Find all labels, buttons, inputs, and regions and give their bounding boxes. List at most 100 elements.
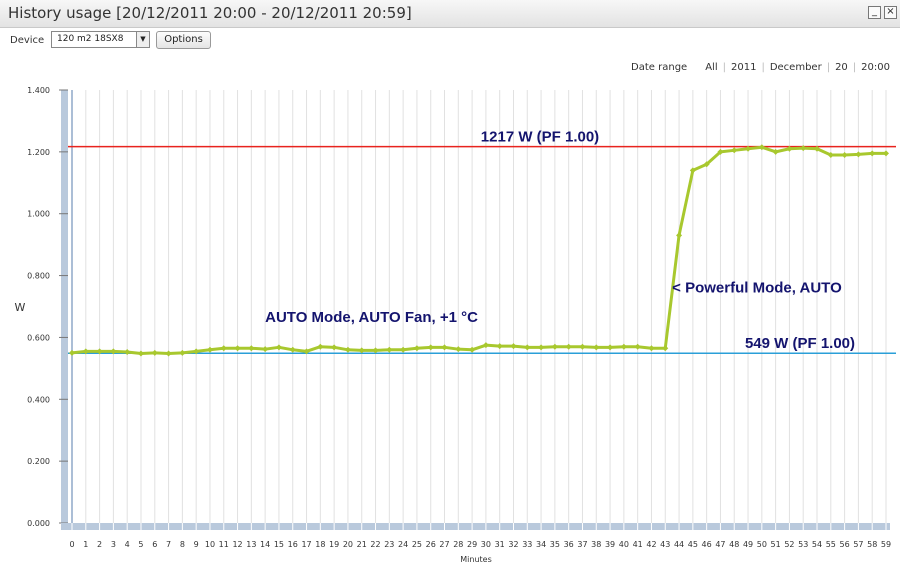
x-tick-label: 57	[853, 540, 863, 549]
date-range-month[interactable]: December	[769, 62, 822, 73]
x-axis-scrollbar	[61, 523, 890, 530]
x-tick-label: 50	[757, 540, 767, 549]
data-point	[814, 145, 821, 152]
annotation-label: AUTO Mode, AUTO Fan, +1 °C	[265, 309, 478, 326]
x-tick-label: 7	[166, 540, 171, 549]
y-tick-label: 0.000	[27, 519, 50, 528]
x-tick-label: 38	[591, 540, 601, 549]
date-range-separator: |	[722, 62, 726, 73]
data-point	[400, 346, 407, 353]
data-point	[827, 151, 834, 158]
data-point	[275, 344, 282, 351]
data-point	[151, 349, 158, 356]
data-point	[69, 349, 75, 356]
data-point	[137, 350, 144, 357]
data-point	[455, 346, 462, 353]
minimize-button[interactable]: _	[868, 6, 881, 19]
date-range-all[interactable]: All	[705, 62, 718, 73]
x-tick-label: 16	[288, 540, 298, 549]
x-tick-label: 45	[688, 540, 698, 549]
x-tick-label: 30	[481, 540, 491, 549]
data-point	[510, 343, 517, 350]
data-point	[565, 343, 572, 350]
data-point	[620, 343, 627, 350]
data-point	[800, 145, 807, 152]
x-tick-label: 40	[619, 540, 629, 549]
date-range-nav: Date range All | 2011 | December | 20 | 20:00	[631, 62, 890, 73]
x-tick-label: 11	[219, 540, 229, 549]
date-range-separator: |	[852, 62, 857, 73]
data-point	[607, 344, 614, 351]
x-tick-label: 15	[274, 540, 284, 549]
x-tick-label: 33	[522, 540, 532, 549]
x-tick-label: 52	[784, 540, 794, 549]
data-point	[841, 151, 848, 158]
data-point	[82, 348, 89, 355]
data-point	[165, 350, 172, 357]
data-point	[206, 346, 213, 353]
data-point	[855, 151, 862, 158]
data-point	[538, 344, 545, 351]
data-point	[482, 342, 489, 349]
y-tick-label: 0.600	[27, 333, 50, 342]
date-range-year[interactable]: 2011	[731, 62, 757, 73]
data-point	[772, 148, 779, 155]
options-button[interactable]: Options	[156, 31, 211, 49]
data-point	[593, 344, 600, 351]
x-tick-label: 39	[605, 540, 615, 549]
device-select[interactable]: 120 m2 18SX8 ▼	[51, 31, 150, 48]
window-titlebar: History usage [20/12/2011 20:00 - 20/12/…	[0, 0, 900, 28]
data-point	[662, 345, 669, 352]
data-point	[289, 346, 296, 353]
data-point	[703, 161, 710, 168]
data-point	[317, 343, 324, 350]
x-tick-label: 8	[180, 540, 185, 549]
x-tick-label: 19	[329, 540, 339, 549]
chevron-down-icon[interactable]: ▼	[136, 32, 149, 47]
y-axis-title: W	[15, 301, 26, 314]
close-button[interactable]: ×	[884, 6, 897, 19]
x-tick-label: 36	[564, 540, 574, 549]
date-range-day[interactable]: 20	[835, 62, 848, 73]
data-point	[262, 346, 269, 353]
y-tick-label: 0.200	[27, 457, 50, 466]
data-point	[524, 344, 531, 351]
x-tick-label: 5	[138, 540, 143, 549]
date-range-label: Date range	[631, 62, 688, 73]
data-point	[248, 345, 255, 352]
data-point	[303, 348, 310, 355]
y-tick-label: 1.000	[27, 210, 50, 219]
data-point	[676, 232, 683, 239]
x-tick-label: 1	[83, 540, 88, 549]
data-point	[331, 344, 338, 351]
x-tick-label: 28	[453, 540, 463, 549]
date-range-separator: |	[826, 62, 831, 73]
x-tick-label: 13	[246, 540, 256, 549]
x-tick-label: 44	[674, 540, 684, 549]
date-range-hour[interactable]: 20:00	[861, 62, 890, 73]
data-point	[786, 145, 793, 152]
data-point	[386, 346, 393, 353]
x-tick-label: 27	[439, 540, 449, 549]
x-tick-label: 54	[812, 540, 822, 549]
x-tick-label: 22	[370, 540, 380, 549]
x-tick-label: 18	[315, 540, 325, 549]
x-tick-label: 10	[205, 540, 215, 549]
x-tick-label: 53	[798, 540, 808, 549]
data-point	[634, 343, 641, 350]
x-tick-label: 2	[97, 540, 102, 549]
x-tick-label: 43	[660, 540, 670, 549]
data-point	[193, 348, 200, 355]
data-point	[745, 145, 752, 152]
x-tick-label: 31	[495, 540, 505, 549]
data-point	[96, 348, 103, 355]
data-point	[179, 349, 186, 356]
y-tick-label: 1.400	[27, 86, 50, 95]
x-tick-label: 21	[357, 540, 367, 549]
x-tick-label: 48	[729, 540, 739, 549]
x-tick-label: 58	[867, 540, 877, 549]
x-tick-label: 14	[260, 540, 270, 549]
x-tick-label: 47	[715, 540, 725, 549]
x-tick-label: 42	[646, 540, 656, 549]
x-tick-label: 55	[826, 540, 836, 549]
